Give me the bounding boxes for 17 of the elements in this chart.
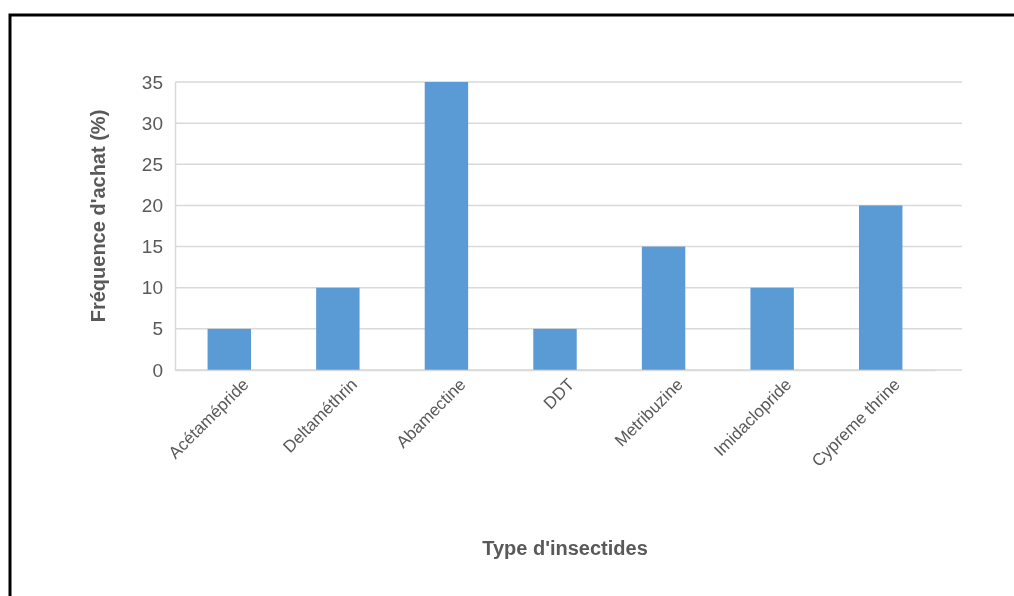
y-tick-label: 10 [141, 277, 163, 299]
bar [316, 287, 360, 370]
bar [424, 82, 469, 370]
y-axis-title: Fréquence d'achat (%) [87, 109, 109, 323]
bar [641, 246, 686, 370]
y-tick-label: 20 [141, 195, 163, 217]
x-axis-title: Type d'insectides [482, 537, 648, 559]
y-tick-label: 30 [141, 112, 163, 134]
y-tick-label: 15 [141, 236, 163, 258]
bar [750, 287, 794, 370]
y-tick-label: 35 [141, 71, 163, 93]
bar [533, 328, 577, 370]
y-tick-label: 5 [152, 318, 163, 340]
bar [207, 328, 251, 370]
bar [859, 205, 903, 370]
y-tick-label: 25 [141, 153, 163, 175]
y-tick-label: 0 [152, 359, 163, 381]
